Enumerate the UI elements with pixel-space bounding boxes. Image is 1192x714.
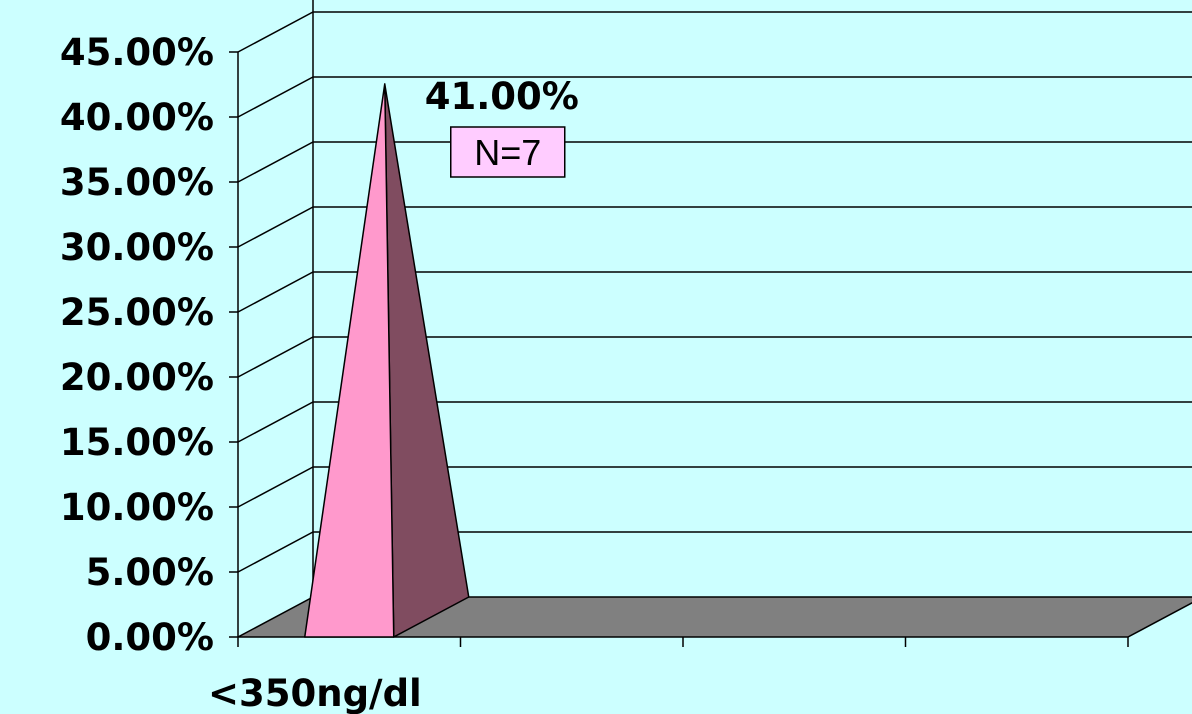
x-ticks bbox=[237, 637, 1129, 647]
gridline bbox=[237, 141, 1192, 183]
category-label: <350ng/dl bbox=[208, 672, 422, 714]
y-tick-label: 5.00% bbox=[86, 551, 214, 594]
gridline bbox=[237, 11, 1192, 53]
y-tick-label: 35.00% bbox=[60, 161, 214, 204]
y-tick-label: 30.00% bbox=[60, 226, 214, 269]
y-tick-label: 10.00% bbox=[60, 486, 214, 529]
gridline bbox=[237, 271, 1192, 313]
gridline bbox=[237, 401, 1192, 443]
annotation-text: N=7 bbox=[474, 132, 541, 173]
pyramid-front-face bbox=[304, 83, 395, 638]
y-tick-label: 45.00% bbox=[60, 31, 214, 74]
annotation: N=7 bbox=[450, 126, 566, 178]
data-labels: 41.00% bbox=[425, 75, 579, 118]
y-tick-label: 25.00% bbox=[60, 291, 214, 334]
y-tick-label: 15.00% bbox=[60, 421, 214, 464]
gridline bbox=[237, 76, 1192, 118]
y-tick-label: 40.00% bbox=[60, 96, 214, 139]
bars bbox=[304, 83, 470, 638]
data-label: 41.00% bbox=[425, 75, 579, 118]
gridline bbox=[237, 531, 1192, 573]
annotation-box bbox=[450, 126, 566, 178]
gridlines bbox=[237, 11, 1192, 573]
pyramid-bar bbox=[304, 83, 470, 638]
category-labels: <350ng/dl bbox=[208, 672, 422, 714]
chart-floor bbox=[237, 596, 1192, 638]
y-tick-label: 20.00% bbox=[60, 356, 214, 399]
y-ticks: 0.00% 5.00% 10.00% 15.00% 20.00% 25.00% 30.00%… bbox=[60, 31, 238, 659]
gridline bbox=[237, 336, 1192, 378]
gridline bbox=[237, 466, 1192, 508]
gridline bbox=[237, 206, 1192, 248]
y-tick-label: 0.00% bbox=[86, 616, 214, 659]
